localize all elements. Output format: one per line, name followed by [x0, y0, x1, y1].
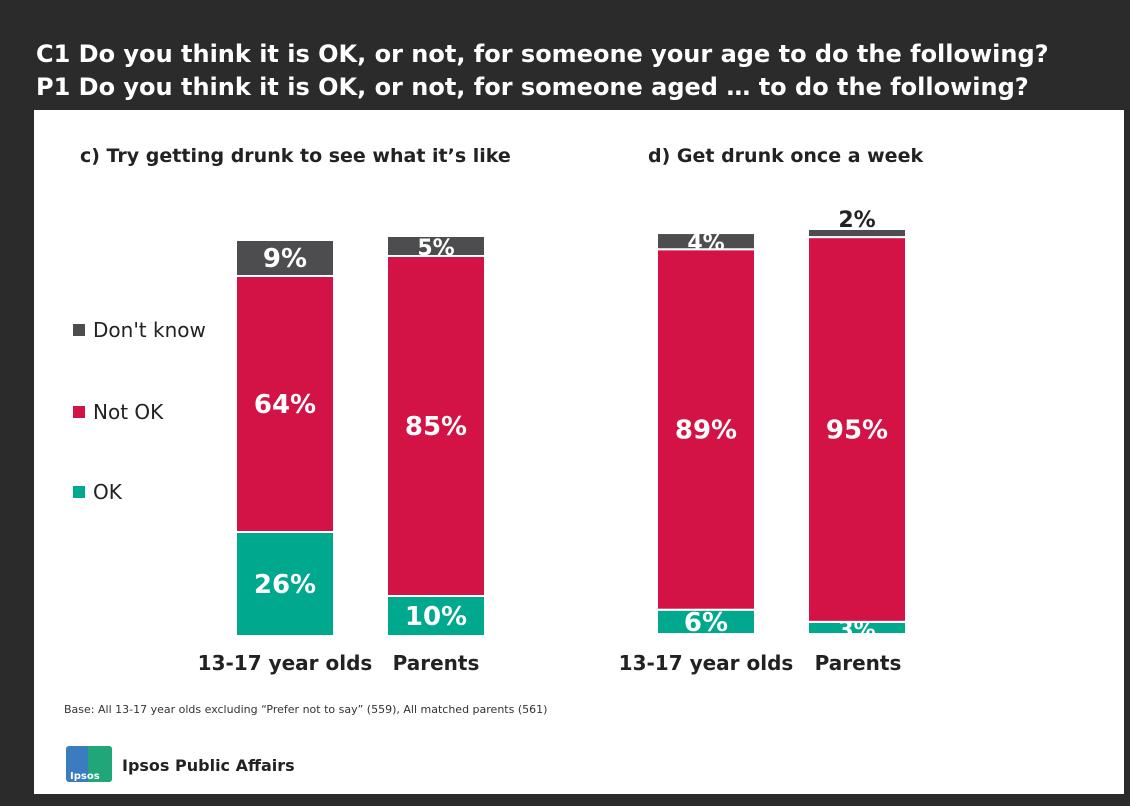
data-label: 89%: [675, 415, 737, 445]
data-label: 10%: [405, 602, 467, 632]
base-footnote: Base: All 13-17 year olds excluding “Pre…: [64, 703, 548, 716]
slide-header: C1 Do you think it is OK, or not, for so…: [0, 0, 1130, 110]
category-labels: 13-17 year olds Parents 13-17 year olds …: [198, 651, 902, 675]
bar-segment: [656, 608, 756, 636]
bar-segment: [807, 236, 907, 623]
question-c1: C1 Do you think it is OK, or not, for so…: [36, 40, 1049, 68]
legend-swatch: [73, 486, 85, 498]
brand-name: Ipsos Public Affairs: [122, 755, 295, 775]
data-label: 9%: [263, 244, 307, 274]
data-label: 64%: [254, 390, 316, 420]
bars-layer: 26%64%9%10%85%5%6%89%4%3%95%2%: [235, 208, 907, 643]
question-p1: P1 Do you think it is OK, or not, for so…: [36, 73, 1029, 101]
bar-segment: [235, 239, 335, 277]
bar-segment: [656, 232, 756, 251]
data-label: 95%: [826, 415, 888, 445]
legend-label: OK: [93, 480, 122, 504]
legend-swatch: [73, 324, 85, 336]
bar-segment: [807, 228, 907, 239]
legend-item-not-ok: Not OK: [73, 400, 163, 424]
bar-segment: [386, 235, 486, 257]
chart-title-d: d) Get drunk once a week: [648, 145, 923, 167]
category-label: Parents: [815, 651, 902, 675]
legend-label: Don't know: [93, 318, 206, 342]
legend-item-ok: OK: [73, 480, 122, 504]
chart-title-c: c) Try getting drunk to see what it’s li…: [80, 145, 511, 167]
data-label: 26%: [254, 570, 316, 600]
category-label: 13-17 year olds: [198, 651, 373, 675]
category-label: 13-17 year olds: [619, 651, 794, 675]
logo-green: [88, 746, 112, 782]
data-label: 85%: [405, 412, 467, 442]
content-panel: [34, 110, 1124, 794]
footer: Ipsos Ipsos Public Affairs: [64, 746, 295, 784]
category-label: Parents: [393, 651, 480, 675]
logo-text: Ipsos: [70, 771, 100, 782]
legend-swatch: [73, 406, 85, 418]
data-label: 5%: [417, 236, 454, 261]
data-label: 4%: [687, 231, 724, 256]
legend-item-dont-know: Don't know: [73, 318, 206, 342]
data-label: 2%: [838, 208, 875, 233]
ipsos-logo: Ipsos: [64, 746, 112, 784]
logo-square: [66, 746, 112, 782]
legend-label: Not OK: [93, 400, 164, 424]
data-label: 6%: [684, 608, 728, 638]
bar-segment: [386, 255, 486, 597]
bar-segment: [235, 531, 335, 637]
